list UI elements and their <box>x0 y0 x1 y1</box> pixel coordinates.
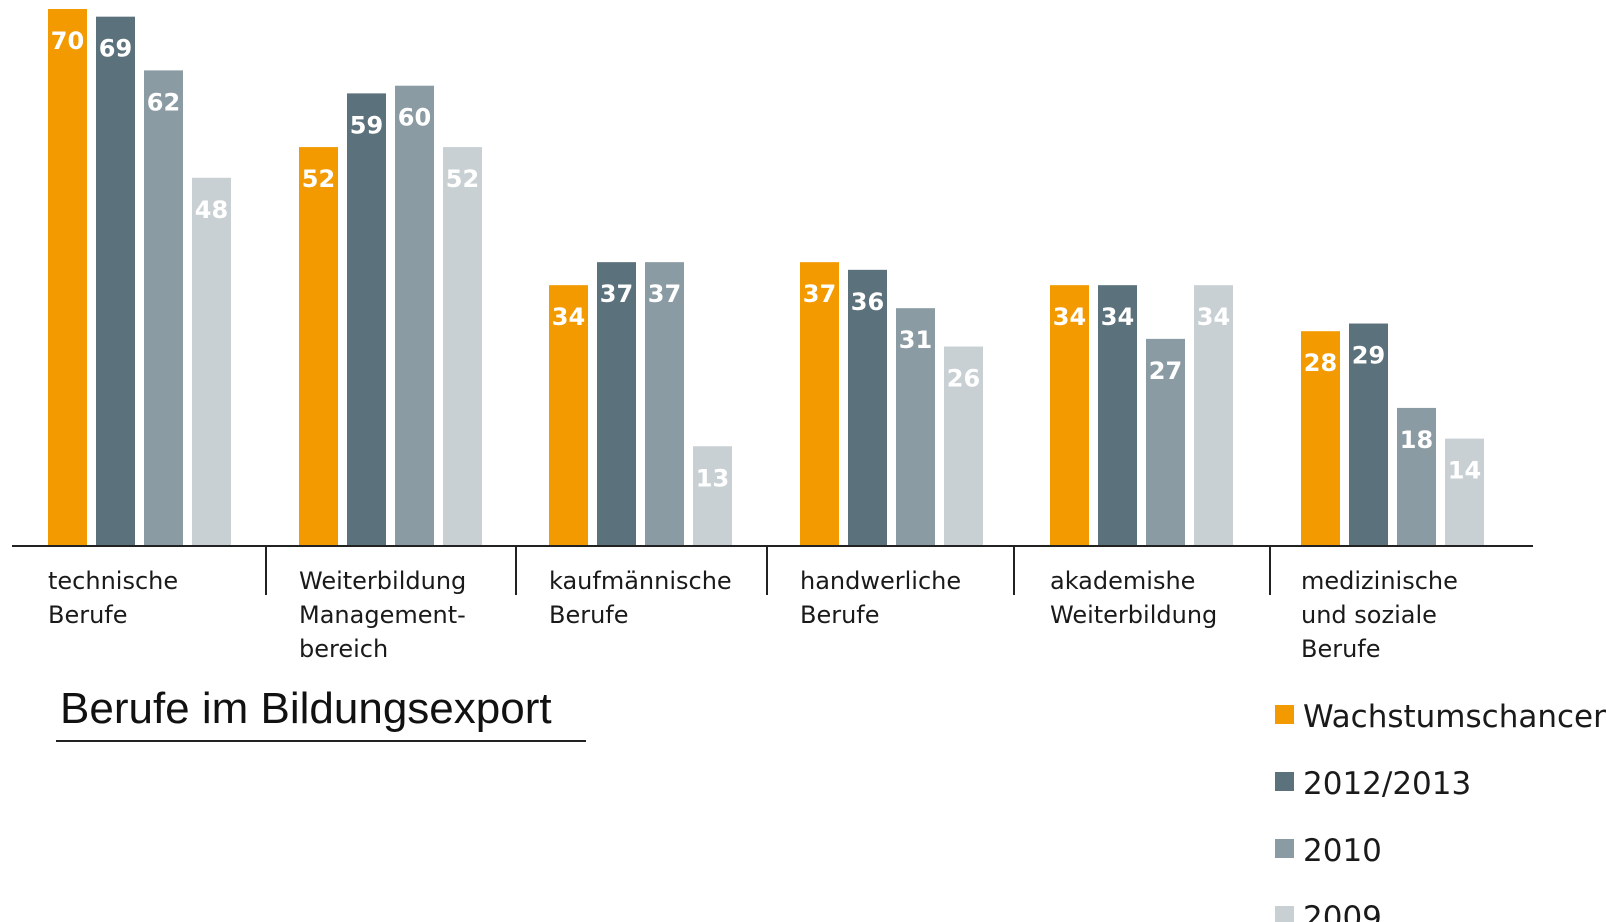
data-label: 62 <box>147 88 180 116</box>
data-label: 14 <box>1448 457 1481 485</box>
bar <box>1050 285 1089 546</box>
bar <box>597 262 636 546</box>
data-label: 37 <box>803 280 836 308</box>
bar <box>144 70 183 546</box>
bar <box>1194 285 1233 546</box>
data-label: 69 <box>99 35 132 63</box>
bar <box>96 16 135 546</box>
data-label: 26 <box>947 365 980 393</box>
legend-label: 2010 <box>1303 833 1382 869</box>
category-label: Weiterbildung <box>299 567 466 595</box>
data-label: 52 <box>302 165 335 193</box>
bar <box>1445 438 1484 546</box>
data-label: 59 <box>350 111 383 139</box>
data-label: 31 <box>899 326 932 354</box>
category-label: technische <box>48 567 178 595</box>
bar <box>395 85 434 546</box>
legend-swatch <box>1275 839 1294 858</box>
bar <box>944 346 983 546</box>
data-label: 34 <box>1197 303 1230 331</box>
chart-title: Berufe im Bildungsexport <box>56 684 586 742</box>
category-label: akademishe <box>1050 567 1195 595</box>
bar <box>896 308 935 546</box>
category-label: Weiterbildung <box>1050 601 1217 629</box>
data-label: 48 <box>195 196 228 224</box>
bar <box>192 177 231 546</box>
legend-label: 2009 <box>1303 900 1382 922</box>
legend-swatch <box>1275 906 1294 922</box>
bar <box>1098 285 1137 546</box>
bar <box>1397 407 1436 546</box>
bar <box>1146 338 1185 546</box>
bar <box>299 147 338 547</box>
bar <box>1349 323 1388 546</box>
category-label: Berufe <box>48 601 128 629</box>
bar <box>347 93 386 546</box>
category-label: und soziale <box>1301 601 1437 629</box>
data-label: 28 <box>1304 349 1337 377</box>
data-label: 36 <box>851 288 884 316</box>
data-label: 13 <box>696 464 729 492</box>
bar <box>848 269 887 546</box>
data-label: 27 <box>1149 357 1182 385</box>
category-label: Management- <box>299 601 466 629</box>
bar <box>693 446 732 546</box>
data-label: 37 <box>600 280 633 308</box>
data-label: 29 <box>1352 342 1385 370</box>
legend-swatch <box>1275 705 1294 724</box>
category-label: medizinische <box>1301 567 1458 595</box>
bar <box>800 262 839 546</box>
bar <box>1301 331 1340 546</box>
bar <box>443 147 482 547</box>
data-label: 37 <box>648 280 681 308</box>
bar <box>645 262 684 546</box>
category-label: bereich <box>299 635 388 663</box>
bar <box>48 9 87 546</box>
data-label: 18 <box>1400 426 1433 454</box>
data-label: 60 <box>398 104 431 132</box>
data-label: 52 <box>446 165 479 193</box>
category-label: Berufe <box>800 601 880 629</box>
legend-swatch <box>1275 772 1294 791</box>
category-label: kaufmännische <box>549 567 732 595</box>
bar <box>549 285 588 546</box>
legend-label: Wachstumschancen <box>1303 699 1606 735</box>
data-label: 34 <box>552 303 585 331</box>
data-label: 70 <box>51 27 84 55</box>
legend-label: 2012/2013 <box>1303 766 1471 802</box>
category-label: handwerliche <box>800 567 961 595</box>
category-label: Berufe <box>1301 635 1381 663</box>
data-label: 34 <box>1101 303 1134 331</box>
category-label: Berufe <box>549 601 629 629</box>
data-label: 34 <box>1053 303 1086 331</box>
